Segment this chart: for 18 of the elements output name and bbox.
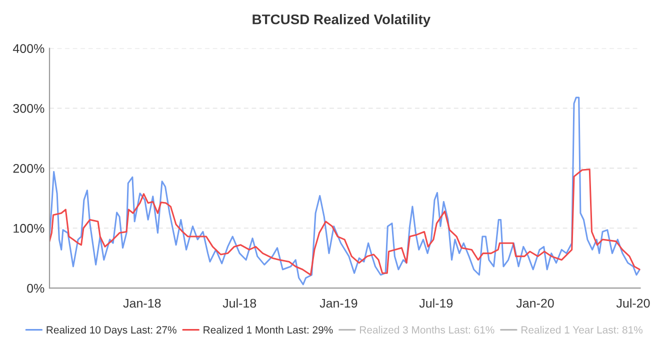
legend-label: Realized 1 Month Last: 29% <box>204 326 333 334</box>
x-tick-label: Jul-20 <box>616 298 650 308</box>
x-tick-label: Jan-18 <box>123 298 161 308</box>
x-tick-label: Jan-19 <box>320 298 358 308</box>
y-tick-label: 400% <box>12 44 44 53</box>
y-tick-label: 200% <box>13 164 44 173</box>
chart-title: BTCUSD Realized Volatility <box>252 14 431 28</box>
line-series <box>50 96 640 286</box>
x-tick-label: Jul-19 <box>419 298 453 308</box>
y-tick-label: 300% <box>13 104 44 113</box>
y-tick-label: 0% <box>27 284 44 293</box>
x-tick-label: Jul-18 <box>222 298 256 308</box>
legend-label: Realized 3 Months Last: 61% <box>360 326 494 334</box>
legend-label: Realized 10 Days Last: 27% <box>46 326 176 336</box>
line-series <box>50 168 640 276</box>
legend-label: Realized 1 Year Last: 81% <box>522 326 642 334</box>
y-tick-label: 100% <box>14 224 44 233</box>
x-tick-label: Jan-20 <box>516 298 554 308</box>
